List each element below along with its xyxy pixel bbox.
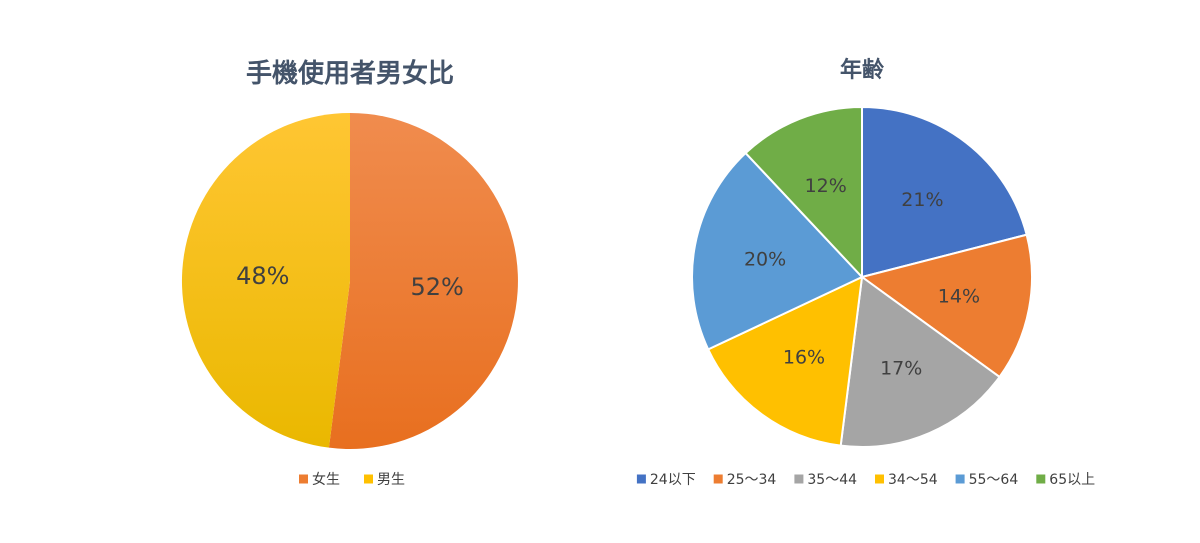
legend-label: 24以下 (650, 472, 696, 488)
data-label-1: 52% (411, 273, 464, 301)
legend-swatch (1036, 474, 1046, 484)
legend-swatch (955, 474, 965, 484)
legend-swatch (299, 474, 308, 484)
legend-label: 35～44 (807, 472, 857, 488)
legend-item-2: 男生 (364, 472, 405, 488)
pie-slices (691, 106, 1033, 448)
pie-slice-2 (181, 112, 350, 448)
legend-item-2: 25～34 (713, 472, 777, 488)
legend-swatch (364, 474, 373, 484)
pie-slices (181, 112, 518, 449)
age-pie-chart: 年齢 21% 14% 17% 16% 20% 12% 24以下 25～34 35～44 34～5… (636, 57, 1095, 488)
legend-label: 65以上 (1049, 472, 1095, 488)
data-label-3: 17% (880, 357, 922, 379)
chart-legend: 女生 男生 (299, 471, 405, 488)
legend-item-1: 24以下 (636, 472, 696, 488)
legend-item-1: 女生 (299, 471, 340, 488)
legend-item-3: 35～44 (794, 472, 857, 488)
legend-label: 55～64 (969, 472, 1019, 488)
pie-data-labels: 21% 14% 17% 16% 20% 12% (744, 175, 980, 379)
data-label-1: 21% (901, 189, 943, 211)
legend-label: 女生 (312, 471, 340, 488)
data-label-5: 20% (744, 248, 786, 270)
pie-slice-6 (744, 106, 863, 278)
legend-item-4: 34～54 (875, 472, 938, 488)
legend-item-5: 55～64 (955, 472, 1019, 488)
data-label-2: 14% (938, 285, 980, 307)
pie-slice-3 (839, 276, 1001, 448)
gender-pie-chart: 手機使用者男女比 52% 48% 女生 男生 (181, 58, 518, 488)
pie-slice-1 (328, 113, 518, 449)
legend-swatch (713, 474, 723, 484)
pie-slice-2 (861, 233, 1033, 378)
legend-item-6: 65以上 (1036, 472, 1095, 488)
pie-slice-5 (691, 152, 863, 351)
legend-swatch (636, 474, 646, 484)
legend-label: 25～34 (727, 472, 777, 488)
legend-swatch (794, 474, 804, 484)
legend-label: 男生 (377, 472, 405, 488)
data-label-2: 48% (236, 262, 289, 290)
pie-slice-4 (707, 276, 863, 447)
chart-title: 年齢 (840, 57, 885, 83)
data-label-4: 16% (783, 347, 825, 369)
pie-data-labels: 52% 48% (236, 262, 464, 301)
legend-swatch (875, 474, 884, 484)
chart-legend: 24以下 25～34 35～44 34～54 55～64 65以上 (636, 472, 1095, 488)
chart-title: 手機使用者男女比 (246, 58, 454, 89)
pie-slice-1 (861, 106, 1028, 278)
legend-label: 34～54 (888, 472, 938, 488)
data-label-6: 12% (805, 175, 847, 197)
